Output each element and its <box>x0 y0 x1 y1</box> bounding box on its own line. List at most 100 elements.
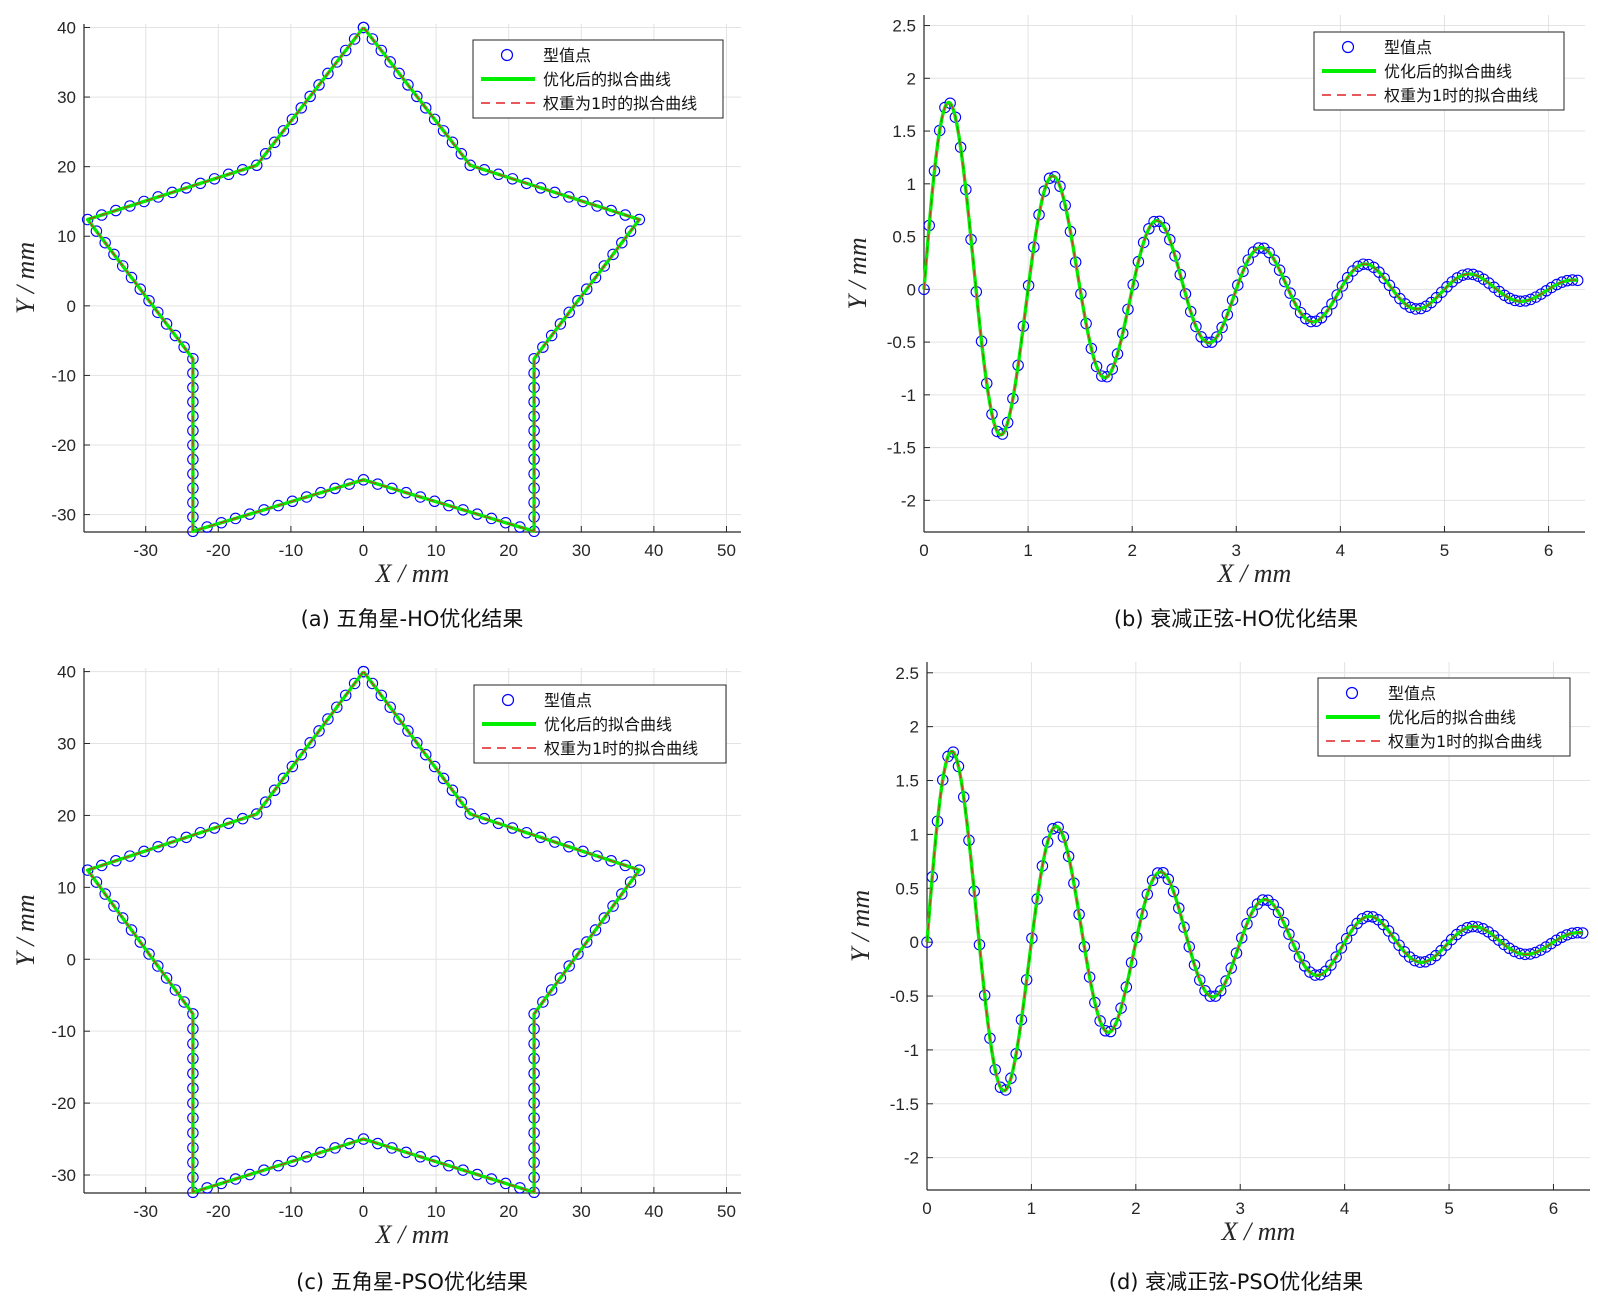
marker-point <box>624 876 637 888</box>
y-tick-label: -1 <box>901 386 916 405</box>
marker-point <box>419 102 432 114</box>
series-group <box>921 746 1589 1096</box>
marker-point <box>178 341 190 353</box>
y-tick-label: 1 <box>910 825 919 844</box>
marker-point <box>1242 254 1254 266</box>
x-tick-label: 0 <box>359 1202 368 1221</box>
legend-label: 权重为1时的拟合曲线 <box>1384 86 1538 105</box>
marker-point <box>1279 275 1291 288</box>
marker-point <box>108 900 120 912</box>
marker-point <box>1110 1017 1122 1030</box>
chart-1: 0 1 2 3 4 5 6 -2 -1.5 -1 -0.5 0 0.5 1 1.5 2 2.5 X / mm Y /… <box>843 15 1585 631</box>
x-tick-label: 0 <box>919 541 928 560</box>
x-axis-label: X / mm <box>375 559 450 588</box>
marker-point <box>268 784 281 797</box>
figure-caption: (b) 衰减正弦-HO优化结果 <box>1114 607 1358 631</box>
legend-marker-icon <box>1341 40 1355 54</box>
marker-point <box>446 784 459 797</box>
marker-point <box>537 996 549 1008</box>
marker-point <box>1272 906 1285 919</box>
x-tick-label: 0 <box>359 541 368 560</box>
marker-point <box>1235 932 1248 944</box>
x-tick-label: 40 <box>644 541 663 560</box>
marker-point <box>1336 280 1349 292</box>
x-tick-label: 10 <box>427 541 446 560</box>
marker-point <box>1289 298 1302 310</box>
y-tick-label: 1.5 <box>895 772 919 791</box>
x-tick-label: 5 <box>1444 1199 1453 1218</box>
x-tick-label: -20 <box>206 541 231 560</box>
marker-point <box>1194 974 1206 986</box>
y-tick-label: 2.5 <box>892 17 916 36</box>
marker-point <box>116 260 129 272</box>
y-axis-label: Y / mm <box>846 890 875 962</box>
figure-caption: (a) 五角星-HO优化结果 <box>301 607 524 631</box>
marker-point <box>134 283 147 295</box>
marker-point <box>1216 321 1228 334</box>
marker-point <box>1283 928 1295 940</box>
marker-point <box>1330 951 1342 963</box>
x-tick-label: 30 <box>572 541 591 560</box>
marker-point <box>616 888 628 900</box>
y-tick-label: 0.5 <box>892 228 916 247</box>
marker-point <box>1211 331 1223 343</box>
marker-point <box>295 748 307 761</box>
x-tick-label: 2 <box>1131 1199 1140 1218</box>
y-tick-label: 0 <box>910 933 919 952</box>
y-tick-label: -0.5 <box>890 987 919 1006</box>
marker-point <box>348 33 361 45</box>
marker-point <box>108 248 120 261</box>
y-tick-label: 0 <box>67 297 76 316</box>
legend-label: 型值点 <box>1384 38 1432 57</box>
x-tick-label: 3 <box>1235 1199 1244 1218</box>
marker-point <box>572 294 584 307</box>
marker-point <box>1293 951 1306 963</box>
marker-point <box>1268 254 1281 266</box>
marker-point <box>393 67 405 80</box>
y-tick-label: 0 <box>67 950 76 969</box>
marker-point <box>1340 932 1353 945</box>
marker-point <box>1246 906 1258 918</box>
marker-point <box>160 318 173 330</box>
marker-point <box>375 689 388 702</box>
series-group <box>81 21 646 538</box>
marker-point <box>268 136 281 149</box>
marker-point <box>143 948 155 960</box>
series-group <box>81 665 646 1199</box>
marker-point <box>384 56 396 68</box>
x-axis-label: X / mm <box>1221 1217 1296 1246</box>
marker-point <box>455 796 468 808</box>
y-tick-label: -2 <box>904 1149 919 1168</box>
marker-point <box>1214 985 1227 997</box>
marker-point <box>1158 221 1171 234</box>
weight1-curve <box>923 101 1578 436</box>
y-tick-label: 30 <box>57 735 76 754</box>
marker-point <box>1220 975 1232 987</box>
marker-point <box>160 972 173 984</box>
x-tick-label: 6 <box>1549 1199 1558 1218</box>
marker-point <box>366 677 379 690</box>
x-axis-label: X / mm <box>375 1220 450 1249</box>
marker-point <box>1273 264 1286 276</box>
marker-point <box>580 936 593 948</box>
marker-point <box>1226 294 1239 306</box>
chart-0: -30 -20 -10 0 10 20 30 40 50 -30 -20 -10 0 10 20 30 40 X … <box>11 18 741 631</box>
marker-point <box>125 924 138 936</box>
marker-point <box>1320 306 1333 318</box>
weight1-curve <box>926 750 1583 1092</box>
marker-point <box>357 665 370 678</box>
legend-label: 型值点 <box>543 46 591 65</box>
x-tick-label: 4 <box>1340 1199 1349 1218</box>
legend-label: 权重为1时的拟合曲线 <box>543 94 697 113</box>
x-tick-label: -30 <box>133 1202 158 1221</box>
marker-point <box>624 225 637 237</box>
marker-point <box>545 984 558 996</box>
y-tick-label: 2 <box>907 69 916 88</box>
x-tick-label: -20 <box>206 1202 231 1221</box>
marker-point <box>339 44 352 57</box>
marker-point <box>1508 945 1521 958</box>
marker-point <box>563 306 575 319</box>
